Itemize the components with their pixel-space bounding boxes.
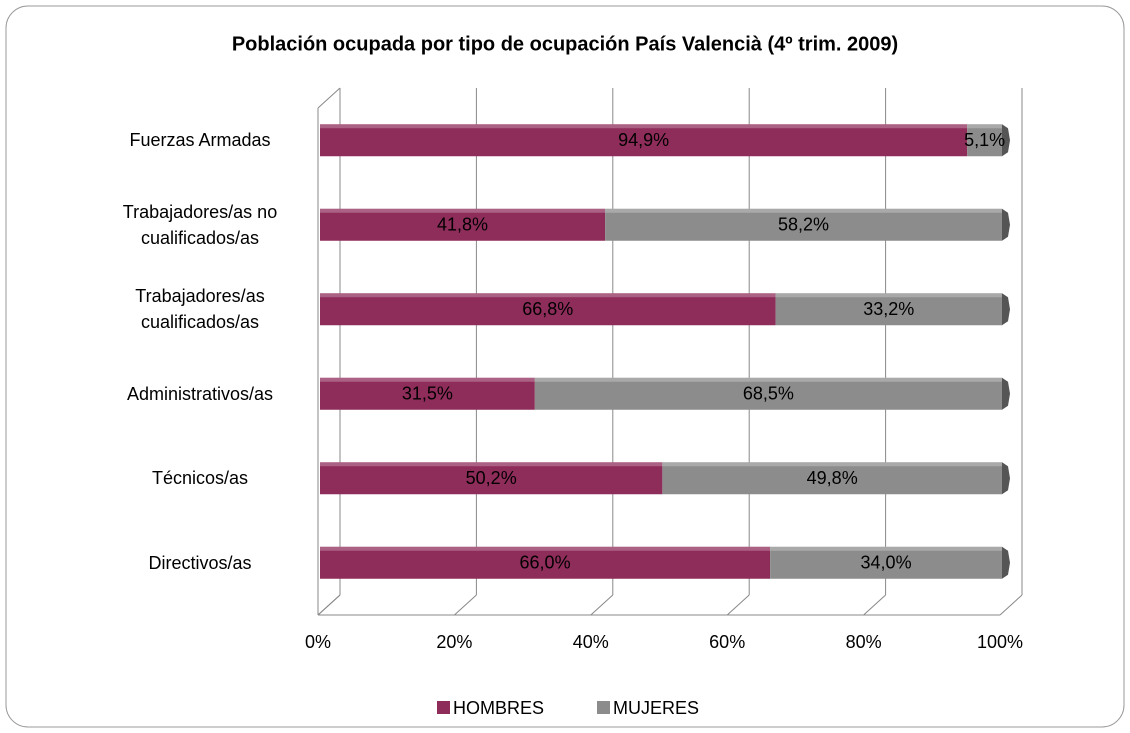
bar-segment [320, 124, 968, 157]
bar-face [320, 208, 606, 213]
x-tick-label: 100% [977, 632, 1023, 652]
data-label: 33,2% [863, 299, 914, 319]
bar-face [320, 124, 968, 129]
data-label: 34,0% [861, 553, 912, 573]
bar-segment [605, 208, 1010, 241]
bar-face [662, 462, 1002, 495]
data-label: 58,2% [778, 215, 829, 235]
data-label: 66,8% [522, 299, 573, 319]
grid-line [454, 594, 477, 616]
y-tick-label: Directivos/as [148, 552, 252, 573]
bar-face [770, 546, 1002, 551]
bar-face [320, 124, 968, 157]
x-tick-label: 40% [573, 632, 609, 652]
data-label: 94,9% [618, 130, 669, 150]
x-tick-label: 80% [846, 632, 882, 652]
data-label: 49,8% [807, 468, 858, 488]
bar-segment [320, 462, 663, 495]
grid-line [999, 594, 1023, 616]
bar-face [320, 546, 771, 551]
bar-face [320, 546, 771, 579]
data-label: 41,8% [437, 215, 488, 235]
bar-face [967, 124, 1002, 129]
y-tick-label: Administrativos/as [126, 383, 274, 404]
x-tick-label: 0% [305, 632, 331, 652]
bar-segment [770, 546, 1010, 579]
bar-face [775, 293, 1002, 298]
grid-line [590, 594, 614, 616]
bar-face [1002, 293, 1010, 326]
axis-line [317, 87, 341, 109]
y-tick-label: Técnicos/as [151, 468, 249, 489]
data-label: 5,1% [964, 130, 1005, 150]
grid-line [317, 594, 341, 616]
bar-face [534, 377, 1002, 382]
data-label: 68,5% [743, 384, 794, 404]
bar-segment [775, 293, 1010, 326]
bar-face [770, 546, 1002, 579]
bar-segment [320, 293, 776, 326]
legend-swatch [437, 701, 450, 714]
bar-face [320, 208, 606, 241]
bar-face [320, 293, 776, 326]
y-tick-label: Trabajadores/as no cualificados/as [122, 201, 278, 248]
chart-title: Población ocupada por tipo de ocupación … [232, 33, 898, 55]
bar-segment [662, 462, 1010, 495]
bar-segment [967, 124, 1010, 157]
bar-segment [320, 377, 535, 410]
data-label: 31,5% [402, 384, 453, 404]
data-label: 50,2% [466, 468, 517, 488]
bar-face [320, 462, 663, 495]
bar-face [534, 377, 1002, 410]
bar-face [1002, 124, 1010, 157]
grid-line [863, 594, 886, 616]
bar-face [605, 208, 1002, 241]
legend-label: HOMBRES [453, 698, 544, 718]
x-tick-label: 60% [709, 632, 745, 652]
bar-face [662, 462, 1002, 467]
bar-face [1002, 208, 1010, 241]
grid-line [726, 594, 750, 616]
bar-face [605, 208, 1002, 213]
bar-segment [320, 208, 606, 241]
data-label: 66,0% [520, 553, 571, 573]
bar-face [320, 377, 535, 382]
chart-border [5, 5, 1125, 728]
legend-label: MUJERES [613, 698, 699, 718]
y-tick-label: Trabajadores/as cualificados/as [135, 286, 265, 333]
legend-swatch [597, 701, 610, 714]
bar-face [1002, 462, 1010, 495]
bar-face [775, 293, 1002, 326]
bar-segment [320, 546, 771, 579]
bar-face [1002, 546, 1010, 579]
x-tick-label: 20% [436, 632, 472, 652]
y-tick-label: Fuerzas Armadas [129, 130, 271, 151]
bar-face [320, 377, 535, 410]
bar-face [1002, 377, 1010, 410]
bar-face [320, 462, 663, 467]
bar-face [967, 124, 1002, 157]
bar-segment [534, 377, 1010, 410]
bar-face [320, 293, 776, 298]
